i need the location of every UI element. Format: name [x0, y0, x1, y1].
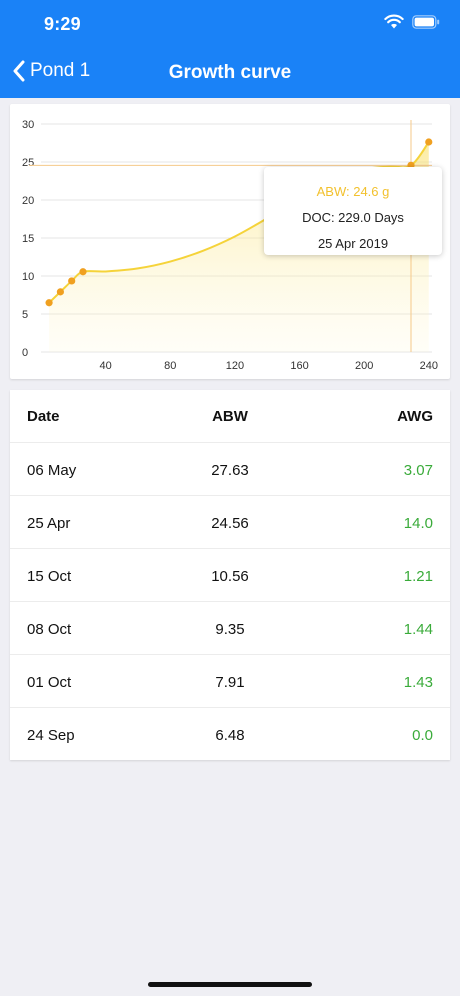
y-tick-label: 20: [22, 195, 34, 207]
status-icons: [384, 14, 440, 29]
table-header-row: Date ABW AWG: [10, 390, 450, 443]
x-tick-label: 120: [226, 360, 244, 372]
data-point: [79, 268, 87, 276]
header-abw: ABW: [212, 408, 248, 425]
table-row[interactable]: 15 Oct 10.56 1.21: [10, 549, 450, 602]
tooltip-doc: DOC: 229.0 Days: [302, 210, 404, 225]
row-awg: 14.0: [403, 515, 433, 532]
row-awg: 1.21: [403, 568, 433, 585]
row-awg: 1.44: [403, 621, 433, 638]
x-tick-label: 160: [290, 360, 308, 372]
row-date: 06 May: [27, 462, 77, 479]
back-button[interactable]: Pond 1: [12, 60, 90, 82]
growth-table: Date ABW AWG 06 May 27.63 3.07 25 Apr 24.56 1…: [10, 390, 450, 760]
battery-icon: [412, 14, 440, 29]
table-row[interactable]: 08 Oct 9.35 1.44: [10, 602, 450, 655]
row-abw: 7.91: [215, 674, 245, 691]
row-date: 24 Sep: [27, 727, 75, 744]
table-row[interactable]: 01 Oct 7.91 1.43: [10, 655, 450, 708]
data-point: [56, 288, 64, 296]
header-awg: AWG: [397, 408, 433, 425]
x-tick-label: 240: [420, 360, 438, 372]
row-awg: 0.0: [412, 727, 433, 744]
row-date: 25 Apr: [27, 515, 71, 532]
navigation-bar: 9:29 Pond 1 Growth curve: [0, 0, 460, 98]
row-awg: 1.43: [403, 674, 433, 691]
x-tick-label: 200: [355, 360, 373, 372]
back-button-label: Pond 1: [30, 60, 91, 81]
row-date: 08 Oct: [27, 621, 72, 638]
table-row[interactable]: 25 Apr 24.56 14.0: [10, 496, 450, 549]
row-abw: 27.63: [211, 462, 249, 479]
tooltip-date: 25 Apr 2019: [317, 236, 389, 251]
table-row[interactable]: 24 Sep 6.48 0.0: [10, 708, 450, 761]
row-abw: 6.48: [215, 727, 245, 744]
growth-chart[interactable]: 0 5 10 15 20 25 30 40 80 120 160 200 240 ABW: 24.6 g…: [10, 104, 450, 379]
x-tick-label: 40: [100, 360, 112, 372]
chart-tooltip: ABW: 24.6 g DOC: 229.0 Days 25 Apr 2019: [264, 167, 442, 255]
wifi-icon: [384, 14, 404, 29]
header-date: Date: [27, 408, 60, 425]
y-tick-label: 25: [22, 157, 34, 169]
y-tick-label: 30: [22, 119, 34, 131]
row-awg: 3.07: [403, 462, 433, 479]
row-date: 01 Oct: [27, 674, 72, 691]
row-abw: 9.35: [215, 621, 245, 638]
y-tick-label: 5: [22, 309, 28, 321]
page-title: Growth curve: [168, 62, 292, 83]
table-row[interactable]: 06 May 27.63 3.07: [10, 443, 450, 496]
row-abw: 10.56: [211, 568, 249, 585]
tooltip-abw: ABW: 24.6 g: [316, 184, 390, 199]
home-indicator: [148, 982, 312, 987]
y-tick-label: 15: [22, 233, 34, 245]
data-point: [425, 138, 433, 146]
y-tick-label: 10: [22, 271, 34, 283]
row-date: 15 Oct: [27, 568, 72, 585]
status-time: 9:29: [44, 14, 81, 34]
data-point: [68, 277, 76, 285]
chevron-left-icon: [13, 60, 25, 82]
x-tick-label: 80: [164, 360, 176, 372]
data-point: [45, 299, 53, 307]
y-tick-label: 0: [22, 347, 28, 359]
row-abw: 24.56: [211, 515, 249, 532]
